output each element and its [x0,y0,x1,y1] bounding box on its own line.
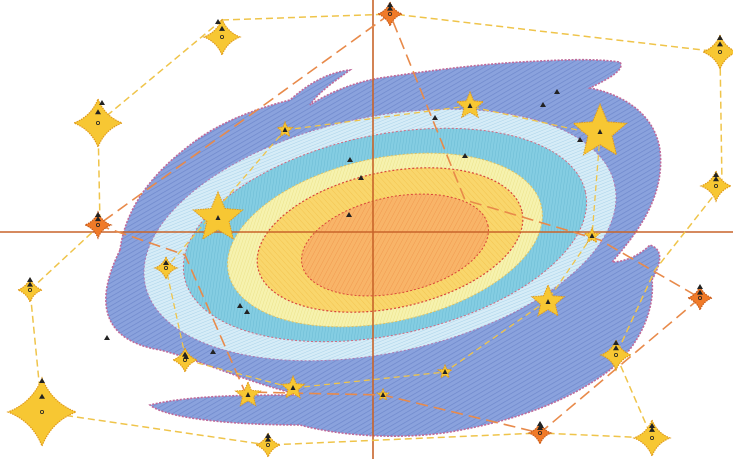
gold-sparkle-9 [254,431,282,459]
vertex-marker-16 [554,89,560,94]
orange-sparkle-1 [376,0,404,28]
vertex-marker-19 [347,157,353,162]
gold-sparkle-5 [16,276,44,304]
vertex-marker-23 [244,309,250,314]
vertex-marker-21 [346,212,352,217]
orange-sparkle-3-marker [697,289,703,295]
gold-sparkle-1-marker [219,25,225,31]
gold-sparkle-3-marker [717,41,723,47]
gold-star-2-marker [597,129,603,134]
vertex-marker-6 [39,378,45,383]
vertex-marker-9 [265,433,271,438]
inner-yellow-path [165,105,601,389]
outer-yellow-path [29,13,723,446]
orange-sparkle-2 [83,210,113,240]
orange-sparkle-2-center [96,222,101,227]
gold-sparkle-8-center [650,435,655,440]
gold-sparkle-7 [599,338,633,372]
gold-sparkle-6 [6,376,78,448]
vertex-marker-10 [697,284,703,289]
vertex-marker-18 [462,153,468,158]
orange-sparkle-1-marker [387,5,393,11]
gold-sparkle-8-marker [649,426,655,432]
gold-sparkle-4-center [714,183,719,188]
gold-star-7-marker [282,127,288,132]
gold-sparkle-7-center [614,352,619,357]
gold-sparkle-6-center [40,409,45,414]
orange-sparkle-2-marker [95,216,101,222]
gold-sparkle-5-center [27,287,32,292]
orange-sparkle-4-center [538,430,543,435]
gold-sparkle-1 [202,17,242,57]
orange-sparkle-3-center [698,295,703,300]
gold-sparkle-7-marker [613,345,619,351]
gold-sparkle-2 [72,97,124,149]
gold-sparkle-10 [171,346,199,374]
vertex-marker-12 [387,2,393,7]
gold-star-10-marker [380,392,386,397]
vertex-marker-20 [358,175,364,180]
vertex-marker-5 [27,277,33,282]
vertex-marker-4 [713,172,719,177]
vertex-marker-7 [613,340,619,345]
gold-sparkle-5-marker [27,281,33,287]
gold-sparkle-1-center [219,35,224,40]
gold-sparkle-3-center [718,50,723,55]
gold-star-8-marker [589,233,595,238]
vertex-marker-8 [649,423,655,428]
orange-sparkle-3 [686,284,714,312]
vertex-marker-1 [215,19,221,24]
gold-star-3-marker [467,103,473,108]
gold-star-6-marker [245,392,251,397]
gold-sparkle-9-center [265,442,270,447]
constellation-paths [29,13,723,446]
vertex-marker-27 [538,423,544,428]
gold-sparkle-6-marker [39,393,45,399]
vertex-marker-17 [577,137,583,142]
vertex-marker-15 [540,102,546,107]
gold-star-9-marker [442,369,448,374]
vertex-marker-2 [99,100,105,105]
gold-star-1-marker [215,215,221,220]
gold-sparkle-11-center [163,265,168,270]
vertex-marker-22 [237,303,243,308]
star-markers [6,0,733,459]
gold-sparkle-9-marker [265,436,271,442]
gold-sparkle-11-marker [163,260,169,266]
gold-star-4-marker [545,299,551,304]
vertex-marker-24 [210,349,216,354]
vertex-marker-25 [104,335,110,340]
gold-sparkle-4 [699,169,733,203]
gold-sparkle-8 [632,418,672,458]
vertex-marker-3 [717,35,723,40]
gold-star-5-marker [290,385,296,390]
gold-sparkle-2-marker [95,109,101,115]
galaxy-inner-core [301,193,489,297]
gold-sparkle-2-center [96,121,101,126]
vertex-marker-26 [183,354,189,359]
orange-sparkle-4 [527,420,553,446]
orange-path [96,13,702,434]
vertex-marker-13 [95,212,101,217]
gold-sparkle-4-marker [713,176,719,182]
gold-sparkle-11 [153,255,179,281]
orange-sparkle-1-center [387,11,392,16]
vertex-marker-14 [432,115,438,120]
